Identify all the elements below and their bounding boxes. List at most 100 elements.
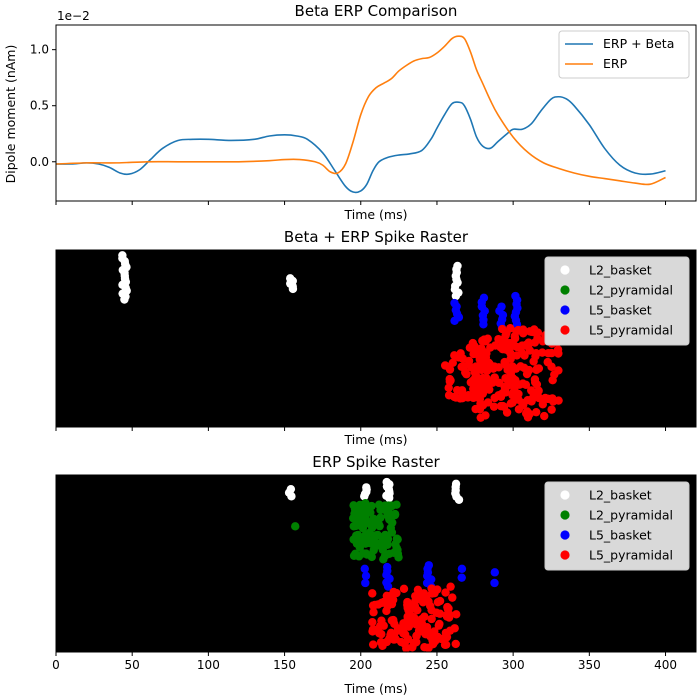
spike-dot: [361, 571, 371, 581]
spike-dot: [483, 334, 492, 343]
spike-dot: [379, 555, 388, 564]
legend-marker: [560, 285, 570, 295]
spike-dot: [435, 619, 444, 629]
x-axis-label: Time (ms): [343, 432, 407, 447]
spike-dot: [543, 394, 552, 403]
spike-dot: [360, 492, 369, 501]
spike-dot: [448, 593, 457, 602]
spike-dot: [387, 501, 396, 510]
spike-dot: [424, 643, 433, 653]
spike-dot: [508, 374, 518, 383]
spike-dot: [371, 531, 381, 540]
spike-dot: [444, 391, 454, 400]
x-tick-label: 250: [425, 658, 448, 672]
spike-dot: [394, 626, 404, 635]
y-scale-label: 1e−2: [57, 9, 90, 23]
spike-dot: [453, 385, 462, 395]
spike-dot: [483, 398, 493, 407]
spike-dot: [385, 515, 394, 524]
spike-dot: [378, 641, 387, 651]
spike-dot: [521, 380, 531, 390]
legend-marker: [560, 550, 570, 560]
spike-dot: [473, 373, 482, 382]
spike-dot: [399, 619, 408, 628]
legend-label: L5_pyramidal: [589, 548, 673, 563]
spike-dot: [443, 602, 452, 612]
legend: L2_basket L2_pyramidal L5_basket L5_pyramid…: [544, 481, 690, 571]
spike-dot: [120, 295, 129, 304]
spike-dot: [547, 405, 556, 414]
spike-dot: [540, 411, 549, 421]
spike-dot: [413, 605, 422, 615]
panel-beta-erp-raster: Beta + ERP Spike Raster Time (ms) L2_bas…: [55, 228, 697, 447]
legend-marker: [560, 510, 570, 520]
spike-dot: [538, 348, 547, 357]
spike-dot: [498, 401, 508, 411]
spike-dot: [385, 634, 394, 643]
spike-dot: [463, 393, 473, 402]
spike-dot: [361, 578, 370, 588]
x-tick-label: 0: [52, 658, 60, 672]
spike-dot: [457, 573, 466, 582]
spike-dot: [489, 364, 498, 373]
spike-dot: [389, 615, 398, 625]
spike-dot: [351, 549, 360, 559]
spike-dot: [510, 341, 519, 351]
spike-dot: [470, 342, 479, 351]
spike-dot: [498, 344, 507, 354]
legend-label: L2_basket: [589, 488, 652, 503]
spike-dot: [396, 637, 406, 647]
spike-dot: [368, 627, 377, 636]
spike-dot: [451, 291, 461, 301]
spike-dot: [369, 608, 378, 617]
spike-dot: [377, 537, 386, 546]
spike-dot: [490, 578, 499, 588]
spike-dot: [534, 393, 544, 403]
spike-dot: [390, 509, 400, 519]
x-tick-label: 200: [349, 658, 372, 672]
spike-dot: [370, 600, 380, 610]
x-tick-label: 150: [273, 658, 296, 672]
spike-dot: [502, 328, 511, 338]
spike-dot: [446, 376, 455, 385]
spike-dot: [367, 501, 376, 511]
spike-dot: [550, 370, 559, 379]
spike-dot: [544, 349, 553, 358]
x-tick-label: 350: [578, 658, 601, 672]
spike-dot: [440, 361, 450, 370]
spike-dot: [508, 362, 517, 371]
spike-dot: [514, 405, 524, 414]
spike-dot: [440, 640, 450, 649]
legend-label: L5_basket: [589, 528, 652, 543]
spike-dot: [476, 413, 485, 422]
y-axis-label: Dipole moment (nAm): [3, 45, 18, 184]
spike-dot: [472, 392, 481, 401]
panel-dipole: Beta ERP Comparison 1e−2 Dipole moment (…: [3, 2, 697, 222]
legend: L2_basket L2_pyramidal L5_basket L5_pyramid…: [544, 256, 690, 346]
spike-dot: [461, 368, 470, 377]
spike-dot: [412, 637, 421, 647]
legend-box: [544, 481, 690, 571]
spike-dot: [553, 345, 563, 354]
spike-dot: [420, 612, 429, 621]
legend-marker: [560, 490, 570, 500]
chart-title: Beta ERP Comparison: [295, 2, 458, 20]
spike-dot: [531, 348, 541, 358]
spike-dot: [522, 369, 532, 379]
spike-dot: [405, 609, 414, 618]
spike-dot: [369, 518, 379, 527]
spike-dot: [451, 639, 460, 649]
spike-dot: [527, 386, 536, 395]
spike-dot: [393, 549, 403, 559]
x-tick-label: 300: [502, 658, 525, 672]
x-axis-label: Time (ms): [343, 681, 407, 696]
spike-dot: [413, 585, 423, 595]
spike-dot: [538, 400, 548, 409]
spike-dot: [435, 609, 445, 618]
spike-dot: [358, 507, 368, 517]
spike-dot: [516, 362, 525, 371]
spike-dot: [375, 629, 384, 638]
spike-dot: [517, 348, 527, 358]
spike-dot: [374, 500, 384, 509]
spike-dot: [433, 632, 443, 642]
